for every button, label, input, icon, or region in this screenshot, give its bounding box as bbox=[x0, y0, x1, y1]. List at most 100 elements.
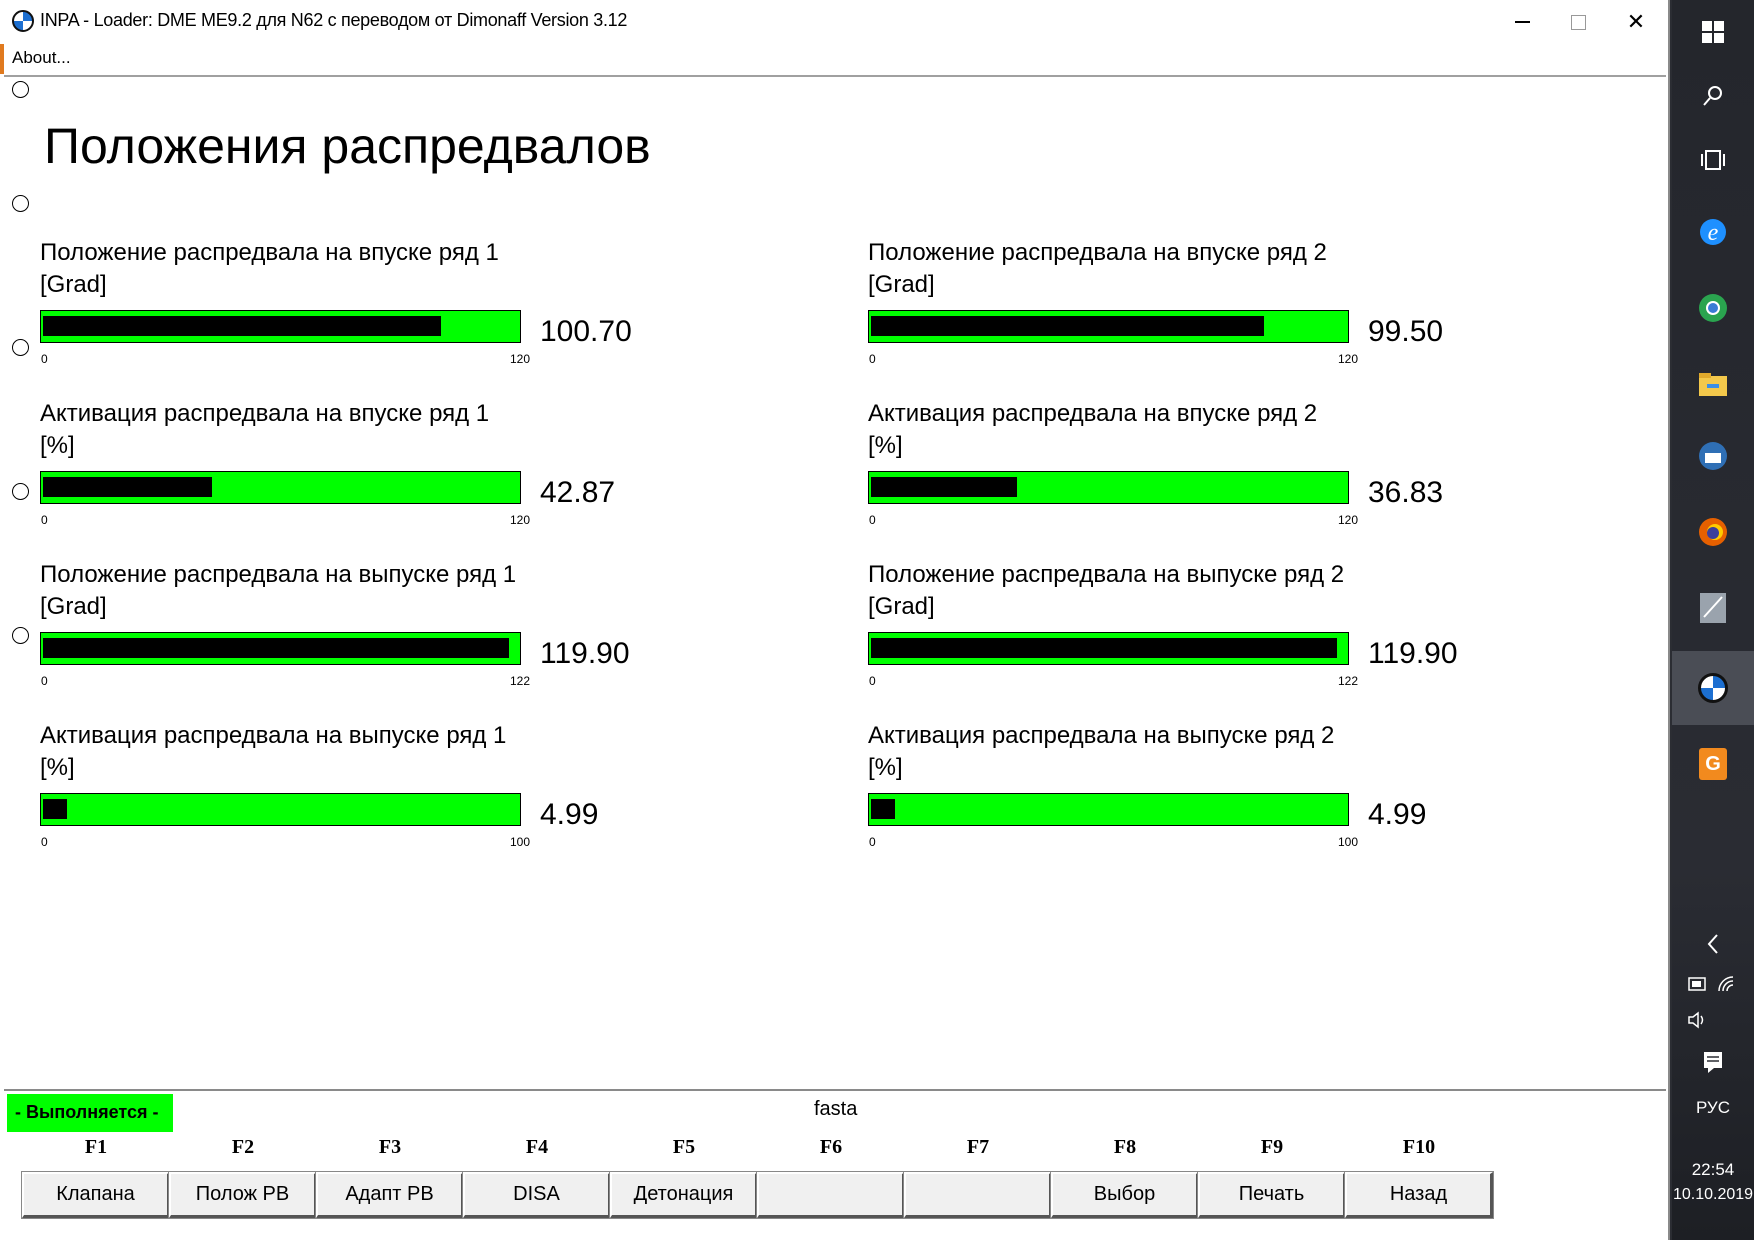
bmw-inpa-icon[interactable] bbox=[1693, 668, 1733, 708]
battery-icon[interactable] bbox=[1678, 964, 1718, 1004]
gauge-bar bbox=[40, 310, 521, 343]
gauge-min: 0 bbox=[869, 835, 876, 849]
ista-icon[interactable] bbox=[1693, 588, 1733, 628]
file-explorer-icon[interactable] bbox=[1693, 364, 1733, 404]
fkey-button-f6[interactable] bbox=[756, 1171, 906, 1219]
gauge-max: 120 bbox=[510, 513, 531, 527]
fkey-button-f3[interactable]: Адапт РВ bbox=[315, 1171, 465, 1219]
gauge-label: Активация распредвала на выпуске ряд 1 bbox=[40, 722, 507, 749]
fkey-button-f7[interactable] bbox=[903, 1171, 1053, 1219]
gauge-fill bbox=[43, 477, 212, 497]
gauge-value: 119.90 bbox=[1368, 637, 1458, 670]
main-panel: Положения распредвалов Положение распред… bbox=[4, 75, 1666, 1089]
close-button[interactable]: ✕ bbox=[1626, 9, 1646, 34]
fkey-button-f1[interactable]: Клапана bbox=[21, 1171, 171, 1219]
gauge-bar bbox=[868, 793, 1349, 826]
minimize-button[interactable] bbox=[1494, 4, 1550, 40]
gauge-unit: [%] bbox=[40, 432, 75, 459]
radio-button[interactable] bbox=[12, 483, 29, 500]
gauge-5: Положение распредвала на выпуске ряд 1 [G… bbox=[40, 561, 740, 711]
wifi-icon[interactable] bbox=[1708, 964, 1748, 1004]
gauge-bar bbox=[40, 632, 521, 665]
gauge-4: Активация распредвала на впуске ряд 2 [%]… bbox=[868, 400, 1568, 550]
clock-time[interactable]: 22:54 bbox=[1691, 1160, 1735, 1179]
svg-text:G: G bbox=[1705, 753, 1721, 775]
notifications-icon[interactable] bbox=[1693, 1042, 1733, 1082]
language-indicator[interactable]: РУС bbox=[1695, 1098, 1731, 1117]
menu-about[interactable]: About... bbox=[12, 48, 71, 67]
svg-text:e: e bbox=[1708, 220, 1719, 246]
radio-button[interactable] bbox=[12, 81, 29, 98]
firefox-icon[interactable] bbox=[1693, 512, 1733, 552]
gauge-value: 4.99 bbox=[1368, 798, 1427, 831]
inpa-window: INPA - Loader: DME ME9.2 для N62 с перев… bbox=[0, 0, 1670, 1240]
radio-button[interactable] bbox=[12, 339, 29, 356]
maximize-button[interactable] bbox=[1550, 4, 1606, 40]
gauge-label: Активация распредвала на впуске ряд 1 bbox=[40, 400, 490, 427]
gauge-label: Положение распредвала на впуске ряд 1 bbox=[40, 239, 499, 266]
gauge-6: Положение распредвала на выпуске ряд 2 [G… bbox=[868, 561, 1568, 711]
gauge-unit: [Grad] bbox=[868, 271, 935, 298]
gauge-fill bbox=[43, 799, 67, 819]
gauge-max: 122 bbox=[510, 674, 531, 688]
search-icon[interactable] bbox=[1693, 76, 1733, 116]
chrome-icon[interactable] bbox=[1693, 288, 1733, 328]
window-edge-accent bbox=[0, 44, 4, 74]
orange-app-icon[interactable]: G bbox=[1693, 744, 1733, 784]
gauge-7: Активация распредвала на выпуске ряд 1 [%… bbox=[40, 722, 740, 872]
gauge-fill bbox=[871, 799, 895, 819]
gauge-min: 0 bbox=[869, 513, 876, 527]
fkey-button-f5[interactable]: Детонация bbox=[609, 1171, 759, 1219]
gauge-fill bbox=[871, 638, 1337, 658]
gauge-max: 100 bbox=[510, 835, 531, 849]
fkey-label-f4: F4 bbox=[525, 1136, 549, 1158]
clock-date[interactable]: 10.10.2019 bbox=[1672, 1186, 1754, 1203]
gauge-label: Активация распредвала на впуске ряд 2 bbox=[868, 400, 1318, 427]
fkey-button-f8[interactable]: Выбор bbox=[1050, 1171, 1200, 1219]
gauge-unit: [%] bbox=[40, 754, 75, 781]
gauge-value: 100.70 bbox=[540, 315, 632, 348]
gauge-3: Активация распредвала на впуске ряд 1 [%]… bbox=[40, 400, 740, 550]
gauge-label: Положение распредвала на впуске ряд 2 bbox=[868, 239, 1327, 266]
fkey-label-f8: F8 bbox=[1113, 1136, 1137, 1158]
page-title: Положения распредвалов bbox=[44, 118, 651, 174]
internet-explorer-icon[interactable]: e bbox=[1693, 212, 1733, 252]
gauge-min: 0 bbox=[41, 674, 48, 688]
gauge-min: 0 bbox=[41, 352, 48, 366]
fkey-button-f9[interactable]: Печать bbox=[1197, 1171, 1347, 1219]
gauge-value: 42.87 bbox=[540, 476, 616, 509]
fkey-label-f9: F9 bbox=[1260, 1136, 1284, 1158]
gauge-value: 119.90 bbox=[540, 637, 630, 670]
gauge-fill bbox=[43, 638, 509, 658]
gauge-bar bbox=[40, 471, 521, 504]
fkey-button-f4[interactable]: DISA bbox=[462, 1171, 612, 1219]
task-view-icon[interactable] bbox=[1693, 140, 1733, 180]
thunderbird-icon[interactable] bbox=[1693, 436, 1733, 476]
gauge-unit: [%] bbox=[868, 754, 903, 781]
gauge-bar bbox=[40, 793, 521, 826]
fkey-button-f10[interactable]: Назад bbox=[1344, 1171, 1494, 1219]
status-text: - Выполняется - bbox=[15, 1102, 159, 1122]
radio-button[interactable] bbox=[12, 195, 29, 212]
gauge-fill bbox=[871, 477, 1017, 497]
gauge-label: Положение распредвала на выпуске ряд 2 bbox=[868, 561, 1345, 588]
windows-start-icon[interactable] bbox=[1693, 12, 1733, 52]
gauge-max: 120 bbox=[1338, 352, 1359, 366]
windows-taskbar: e G РУС 22:54 10.10.2019 bbox=[1672, 0, 1754, 1240]
gauge-1: Положение распредвала на впуске ряд 1 [Gr… bbox=[40, 239, 740, 389]
fkey-label-f1: F1 bbox=[84, 1136, 108, 1158]
bmw-logo-icon bbox=[12, 10, 34, 32]
fkey-label-f10: F10 bbox=[1402, 1136, 1436, 1158]
gauge-max: 122 bbox=[1338, 674, 1359, 688]
gauge-2: Положение распредвала на впуске ряд 2 [Gr… bbox=[868, 239, 1568, 389]
chevron-left-icon[interactable] bbox=[1693, 924, 1733, 964]
fkey-button-f2[interactable]: Полож РВ bbox=[168, 1171, 318, 1219]
gauge-min: 0 bbox=[869, 674, 876, 688]
radio-button[interactable] bbox=[12, 627, 29, 644]
gauge-bar bbox=[868, 471, 1349, 504]
gauge-value: 36.83 bbox=[1368, 476, 1444, 509]
gauge-bar bbox=[868, 632, 1349, 665]
gauge-unit: [Grad] bbox=[868, 593, 935, 620]
volume-icon[interactable] bbox=[1678, 1000, 1718, 1040]
title-bar[interactable]: INPA - Loader: DME ME9.2 для N62 с перев… bbox=[0, 0, 1668, 44]
